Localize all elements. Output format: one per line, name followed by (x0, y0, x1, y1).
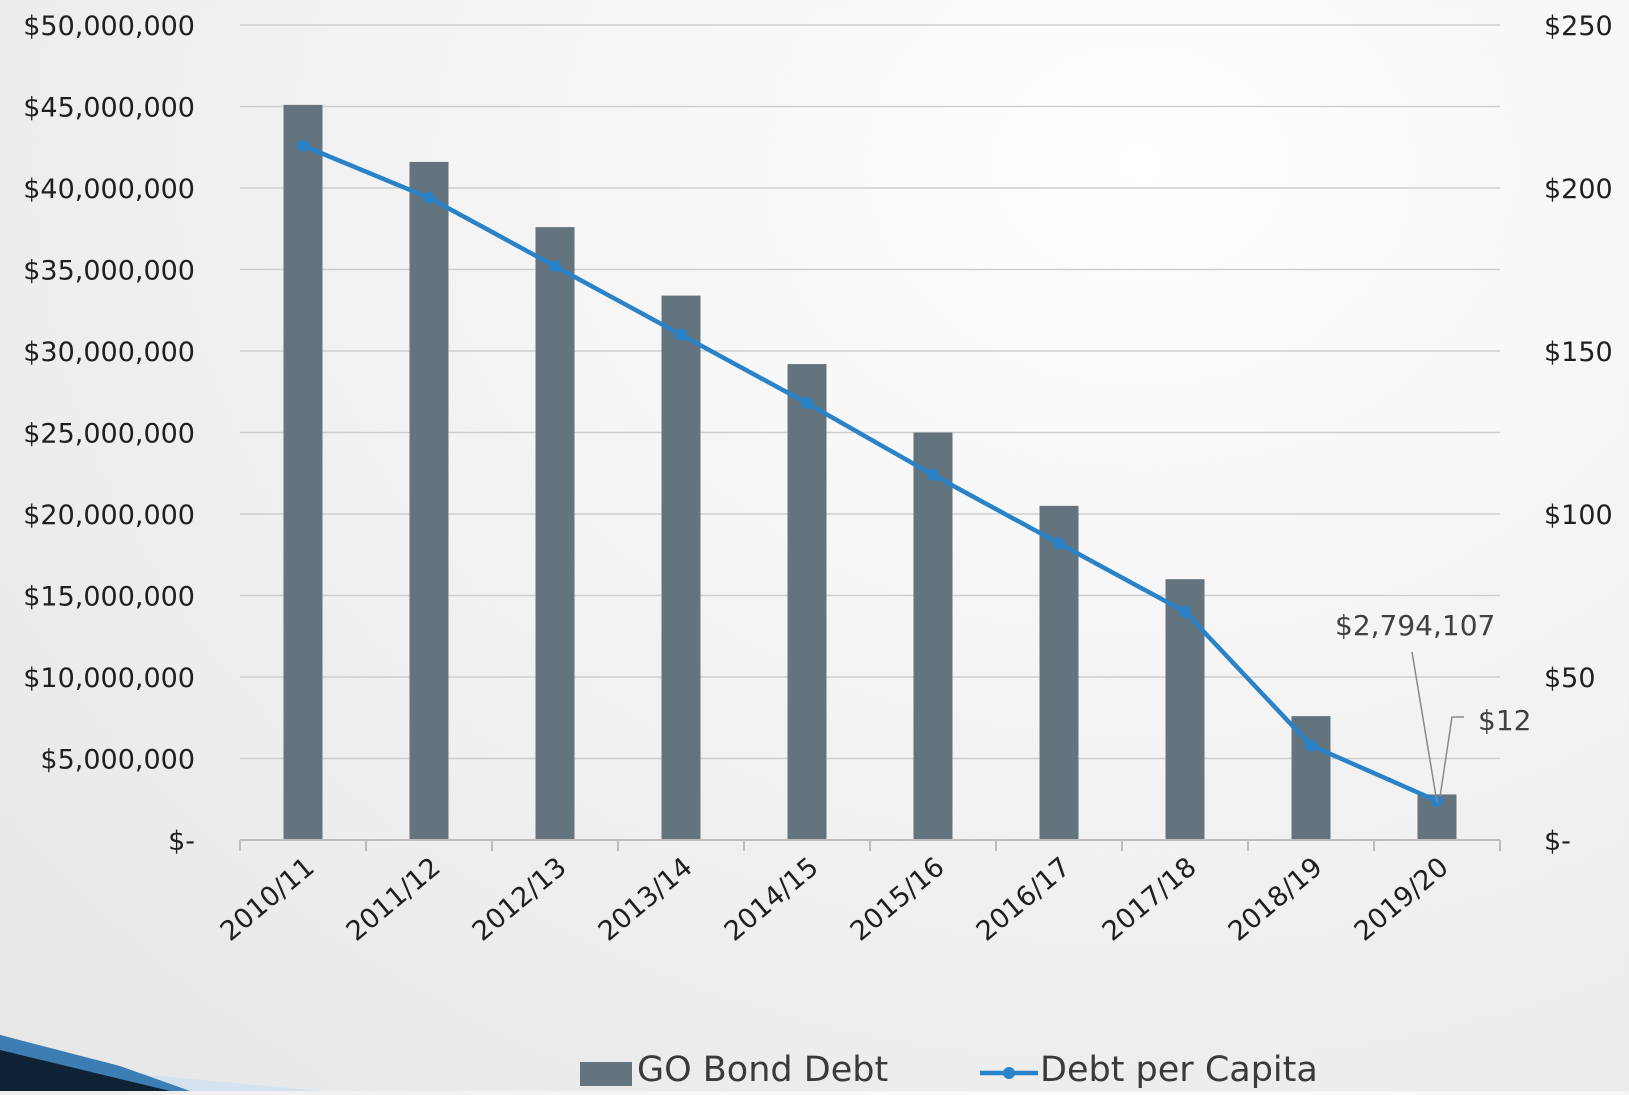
line-point (927, 468, 939, 481)
x-tick-label: 2017/18 (1097, 852, 1203, 948)
line-point (1179, 605, 1191, 618)
line-point (801, 397, 813, 410)
y-left-tick-label: $30,000,000 (23, 337, 195, 368)
bar (1039, 505, 1079, 840)
bar-series-go-bond-debt (283, 104, 1457, 841)
y-right-tick-label: $50 (1544, 663, 1596, 694)
x-tick-label: 2013/14 (593, 852, 699, 948)
y-left-tick-label: $25,000,000 (23, 419, 195, 450)
x-tick-label: 2019/20 (1349, 852, 1455, 948)
x-tick-label: 2015/16 (845, 852, 951, 948)
x-tick-label: 2016/17 (971, 852, 1077, 948)
data-label-leader (1411, 651, 1438, 803)
x-tick-label: 2018/19 (1223, 852, 1329, 948)
x-tick-label: 2010/11 (215, 852, 321, 948)
line-point (1053, 537, 1065, 550)
y-right-tick-label: $- (1544, 826, 1571, 857)
line-point (675, 328, 687, 341)
data-label-leader (1439, 716, 1464, 797)
legend-swatch-marker (1003, 1067, 1015, 1079)
y-left-tick-label: $45,000,000 (23, 93, 195, 124)
series-line (302, 143, 1438, 803)
y-right-tick-label: $100 (1544, 500, 1613, 531)
y-left-tick-label: $20,000,000 (23, 500, 195, 531)
x-tick-label: 2011/12 (341, 852, 447, 948)
y-right-tick-label: $250 (1544, 11, 1613, 42)
bar (409, 161, 449, 841)
y-left-tick-label: $40,000,000 (23, 174, 195, 205)
y-left-tick-label: $5,000,000 (40, 745, 195, 776)
y-left-tick-label: $10,000,000 (23, 663, 195, 694)
line-point (1305, 739, 1317, 752)
line-point (297, 139, 309, 152)
bar (283, 104, 323, 841)
bar (1291, 716, 1331, 840)
x-axis (239, 839, 1501, 851)
line-point (423, 191, 435, 204)
y-left-tick-label: $35,000,000 (23, 256, 195, 287)
y-left-tick-label: $50,000,000 (23, 11, 195, 42)
legend: GO Bond Debt Debt per Capita (580, 1050, 1318, 1090)
gridlines (240, 24, 1500, 760)
bar (535, 227, 575, 840)
bar (661, 295, 701, 841)
legend-swatch-bar (580, 1062, 632, 1086)
data-labels: $2,794,107 $12 (1335, 609, 1531, 803)
data-label: $12 (1478, 704, 1531, 737)
x-tick-label: 2012/13 (467, 852, 573, 948)
y-right-tick-label: $200 (1544, 174, 1613, 205)
legend-label: GO Bond Debt (637, 1050, 888, 1090)
bar (1165, 579, 1205, 840)
y-left-tick-label: $15,000,000 (23, 582, 195, 613)
y-left-tick-label: $- (168, 826, 195, 857)
legend-label: Debt per Capita (1040, 1050, 1318, 1090)
x-tick-label: 2014/15 (719, 852, 825, 948)
data-label: $2,794,107 (1335, 609, 1495, 642)
corner-swoosh-decoration (0, 1035, 320, 1091)
line-series-debt-per-capita (297, 139, 1443, 807)
line-point (549, 260, 561, 273)
bar (787, 364, 827, 840)
bar (913, 432, 953, 840)
y-right-tick-label: $150 (1544, 337, 1613, 368)
